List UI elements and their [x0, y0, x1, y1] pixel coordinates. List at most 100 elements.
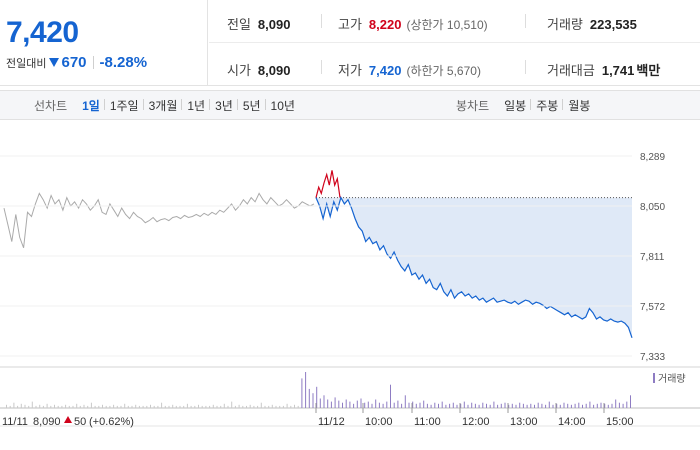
volume-bar [393, 402, 395, 408]
tab-3y[interactable]: 3년 [209, 97, 238, 114]
volume-bar [585, 403, 587, 408]
volume-bar [493, 401, 495, 408]
footer-change: 50 [74, 416, 86, 428]
volume-bar [161, 402, 163, 408]
volume-bar [626, 401, 628, 408]
volume-bar [186, 403, 188, 408]
volume-bar [342, 402, 343, 408]
volume-bar [500, 403, 502, 408]
volume-bar [618, 402, 620, 408]
volume-bar [567, 403, 569, 408]
volume-bar [559, 404, 561, 408]
volume-bar [249, 404, 251, 408]
volume-bar [79, 405, 81, 408]
volume-bar [65, 404, 67, 408]
volume-bar [223, 403, 225, 408]
volume-bar [54, 404, 55, 408]
volume-bar [330, 401, 332, 408]
tab-monthly[interactable]: 월봉 [562, 97, 595, 114]
volume-bar [242, 405, 244, 408]
volume-bar [46, 403, 48, 408]
volume-bar [382, 403, 384, 408]
tab-1d[interactable]: 1일 [82, 98, 100, 113]
stat-volume: 거래량 223,535 [547, 14, 637, 33]
volume-bar [246, 405, 247, 408]
volume-bar [316, 386, 318, 408]
volume-bar [478, 404, 480, 408]
stat-value: 8,090 [257, 63, 291, 78]
volume-bar [279, 405, 281, 408]
tab-10y[interactable]: 10년 [264, 97, 300, 114]
volume-bar [327, 399, 329, 408]
divider [321, 60, 322, 74]
volume-bars [6, 372, 631, 408]
line-chart-tabs: 선차트 1일 1주일 3개월 1년 3년 5년 10년 [34, 91, 300, 119]
volume-bar [28, 405, 30, 408]
volume-bar [138, 405, 140, 408]
volume-bar [390, 384, 391, 408]
volume-bar [604, 403, 606, 408]
prev-day-footer: 11/11 8,090 50 (+0.62%) [2, 416, 134, 428]
volume-bar [220, 405, 222, 408]
volume-bar [467, 404, 469, 408]
volume-bar [334, 397, 336, 408]
volume-bar [268, 405, 270, 408]
tab-daily[interactable]: 일봉 [504, 98, 527, 113]
volume-bar [50, 405, 52, 408]
volume-bar [6, 404, 7, 408]
stat-high: 고가 8,220 (상한가 10,510) [338, 14, 488, 33]
volume-bar [548, 401, 550, 408]
volume-bar [9, 405, 11, 408]
stat-low: 저가 7,420 (하한가 5,670) [338, 60, 481, 79]
volume-bar [530, 403, 532, 408]
lower-limit: (하한가 5,670) [406, 64, 481, 78]
x-axis: 11/12 10:00 11:00 12:00 13:00 14:00 15:00 [315, 403, 634, 428]
stat-value: 223,535 [589, 17, 637, 32]
candle-chart-tabs: 봉차트 일봉 주봉 월봉 [456, 91, 595, 119]
volume-bar [600, 402, 602, 408]
volume-bar [449, 403, 451, 408]
tab-1y[interactable]: 1년 [181, 97, 210, 114]
volume-bar [438, 403, 439, 408]
volume-bar [563, 402, 565, 408]
intraday-chart: 8,289 8,050 7,811 7,572 7,333 거래량 11/12 10:00… [0, 121, 700, 450]
volume-bar [13, 402, 15, 408]
tab-3m[interactable]: 3개월 [142, 97, 183, 114]
today-price-line [315, 196, 633, 338]
volume-bar [172, 404, 174, 408]
volume-bar [301, 378, 303, 408]
footer-change-pct: (+0.62%) [89, 416, 134, 428]
volume-bar [179, 405, 181, 408]
y-tick-label: 8,050 [640, 202, 665, 213]
tab-5y[interactable]: 5년 [236, 97, 266, 114]
volume-bar [17, 405, 19, 408]
volume-bar [183, 405, 185, 408]
volume-bar [511, 403, 513, 408]
y-tick-label: 7,572 [640, 302, 665, 313]
volume-bar [349, 401, 351, 408]
volume-bar [515, 404, 517, 408]
stats-grid: 전일 8,090 고가 8,220 (상한가 10,510) 거래량 223,5… [209, 0, 700, 86]
volume-bar [441, 401, 443, 408]
tab-weekly[interactable]: 주봉 [530, 97, 563, 114]
volume-bar [430, 404, 432, 408]
volume-bar [345, 399, 347, 408]
volume-bar [364, 402, 366, 408]
x-tick-label: 11:00 [414, 416, 441, 428]
volume-bar [522, 403, 524, 408]
tab-1w[interactable]: 1주일 [103, 97, 144, 114]
candle-chart-label: 봉차트 [456, 98, 490, 113]
volume-bar [419, 402, 421, 408]
stat-open: 시가 8,090 [227, 60, 290, 79]
volume-bar [131, 405, 133, 408]
stat-prev-close: 전일 8,090 [227, 14, 290, 33]
volume-bar [552, 404, 554, 408]
divider [209, 42, 700, 43]
volume-bar [482, 402, 484, 408]
volume-bar [611, 403, 613, 408]
volume-bar [401, 403, 403, 408]
y-tick-label: 7,333 [640, 352, 665, 363]
volume-bar [20, 403, 22, 408]
volume-bar [537, 402, 539, 408]
prev-session-line [3, 192, 315, 248]
